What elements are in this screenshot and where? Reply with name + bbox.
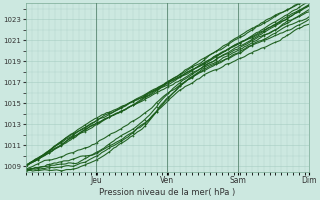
X-axis label: Pression niveau de la mer( hPa ): Pression niveau de la mer( hPa ) xyxy=(99,188,235,197)
